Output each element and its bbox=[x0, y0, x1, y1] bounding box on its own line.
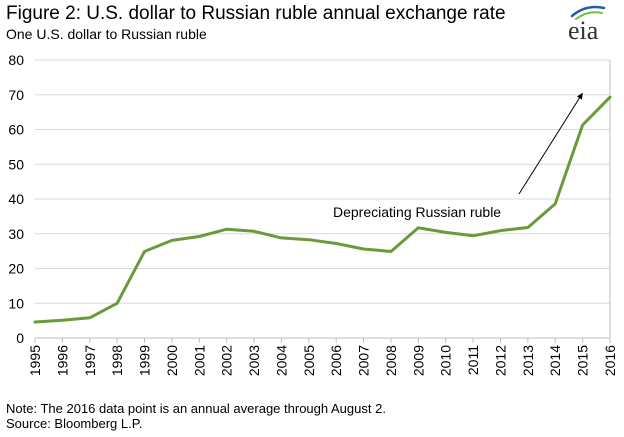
x-tick-label: 2015 bbox=[575, 345, 591, 376]
eia-logo: eia bbox=[568, 5, 606, 42]
series-line bbox=[33, 95, 612, 324]
x-tick-label: 2007 bbox=[356, 345, 372, 376]
x-tick-label: 2005 bbox=[301, 345, 317, 376]
y-tick-label: 20 bbox=[8, 261, 24, 277]
gridlines bbox=[35, 59, 610, 304]
y-tick-label: 50 bbox=[8, 156, 24, 172]
chart-title: Figure 2: U.S. dollar to Russian ruble a… bbox=[6, 3, 506, 24]
x-tick-label: 2016 bbox=[602, 345, 618, 376]
x-tick-label: 1999 bbox=[137, 345, 153, 376]
x-tick-label: 1995 bbox=[27, 345, 43, 376]
logo-swoosh-blue bbox=[570, 5, 606, 18]
annotation-arrow bbox=[518, 92, 584, 195]
x-tick-label: 2013 bbox=[520, 345, 536, 376]
chart-source: Source: Bloomberg L.P. bbox=[6, 416, 143, 431]
x-tick-label: 2002 bbox=[219, 345, 235, 376]
series-layer bbox=[33, 95, 612, 324]
x-tick-label: 1996 bbox=[54, 345, 70, 376]
annotation-text: Depreciating Russian ruble bbox=[333, 204, 501, 220]
x-tick-label: 2009 bbox=[410, 345, 426, 376]
logo-swoosh-green bbox=[575, 11, 603, 20]
x-tick-label: 1997 bbox=[82, 345, 98, 376]
x-tick-label: 2003 bbox=[246, 345, 262, 376]
x-tick-label: 2001 bbox=[191, 345, 207, 376]
x-tick-label: 1998 bbox=[109, 345, 125, 376]
x-tick-label: 2011 bbox=[465, 345, 481, 375]
axes bbox=[34, 60, 611, 343]
logo-text: eia bbox=[568, 16, 599, 42]
x-tick-label: 2010 bbox=[438, 345, 454, 376]
y-tick-label: 80 bbox=[8, 52, 24, 68]
annotation: Depreciating Russian ruble bbox=[333, 92, 584, 220]
x-tick-label: 2012 bbox=[492, 345, 508, 376]
chart-subtitle: One U.S. dollar to Russian ruble bbox=[6, 26, 207, 42]
y-tick-label: 0 bbox=[16, 330, 24, 346]
y-tick-label: 70 bbox=[8, 87, 24, 103]
x-tick-label: 2014 bbox=[547, 345, 563, 376]
y-tick-label: 10 bbox=[8, 295, 24, 311]
x-tick-label: 2004 bbox=[273, 345, 289, 376]
chart-note: Note: The 2016 data point is an annual a… bbox=[6, 401, 386, 416]
x-tick-label: 2006 bbox=[328, 345, 344, 376]
tick-labels: 0 10 20 30 40 50 60 70 80 1995 1996 1997 1998 1999 200… bbox=[8, 52, 618, 376]
y-tick-label: 30 bbox=[8, 226, 24, 242]
x-tick-label: 2008 bbox=[383, 345, 399, 376]
x-tick-label: 2000 bbox=[164, 345, 180, 376]
y-tick-label: 40 bbox=[8, 191, 24, 207]
y-tick-label: 60 bbox=[8, 122, 24, 138]
